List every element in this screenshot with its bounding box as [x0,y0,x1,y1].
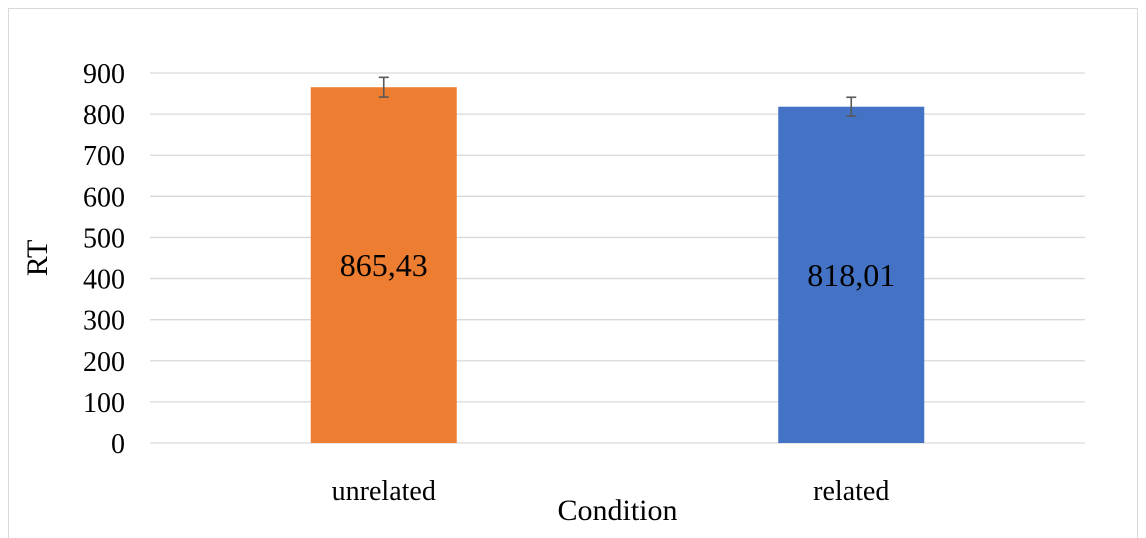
x-axis-title: Condition [557,494,677,527]
data-label-unrelated: 865,43 [340,247,428,283]
data-label-related: 818,01 [807,257,895,293]
bar-related [778,106,925,443]
y-tick-label-700: 700 [83,141,125,172]
y-tick-label-400: 400 [83,265,125,296]
y-tick-label-300: 300 [83,306,125,337]
y-axis-title: RT [21,240,54,277]
bars [310,87,925,444]
bar-unrelated [310,87,457,444]
y-tick-label-200: 200 [83,347,125,378]
gridlines [150,72,1085,444]
x-tick-label-unrelated: unrelated [332,476,436,507]
y-tick-label-900: 900 [83,59,125,90]
x-tick-label-related: related [813,476,889,507]
chart-frame [8,8,1138,538]
data-labels: 865,43 818,01 [340,247,896,293]
y-tick-label-500: 500 [83,223,125,254]
y-tick-label-600: 600 [83,182,125,213]
y-tick-label-0: 0 [111,429,125,460]
y-tick-label-100: 100 [83,388,125,419]
x-axis-ticks: unrelated related [332,476,890,507]
error-bars [378,76,857,117]
y-tick-label-800: 800 [83,100,125,131]
y-axis-ticks: 0 100 200 300 400 500 600 700 800 900 [83,59,125,460]
